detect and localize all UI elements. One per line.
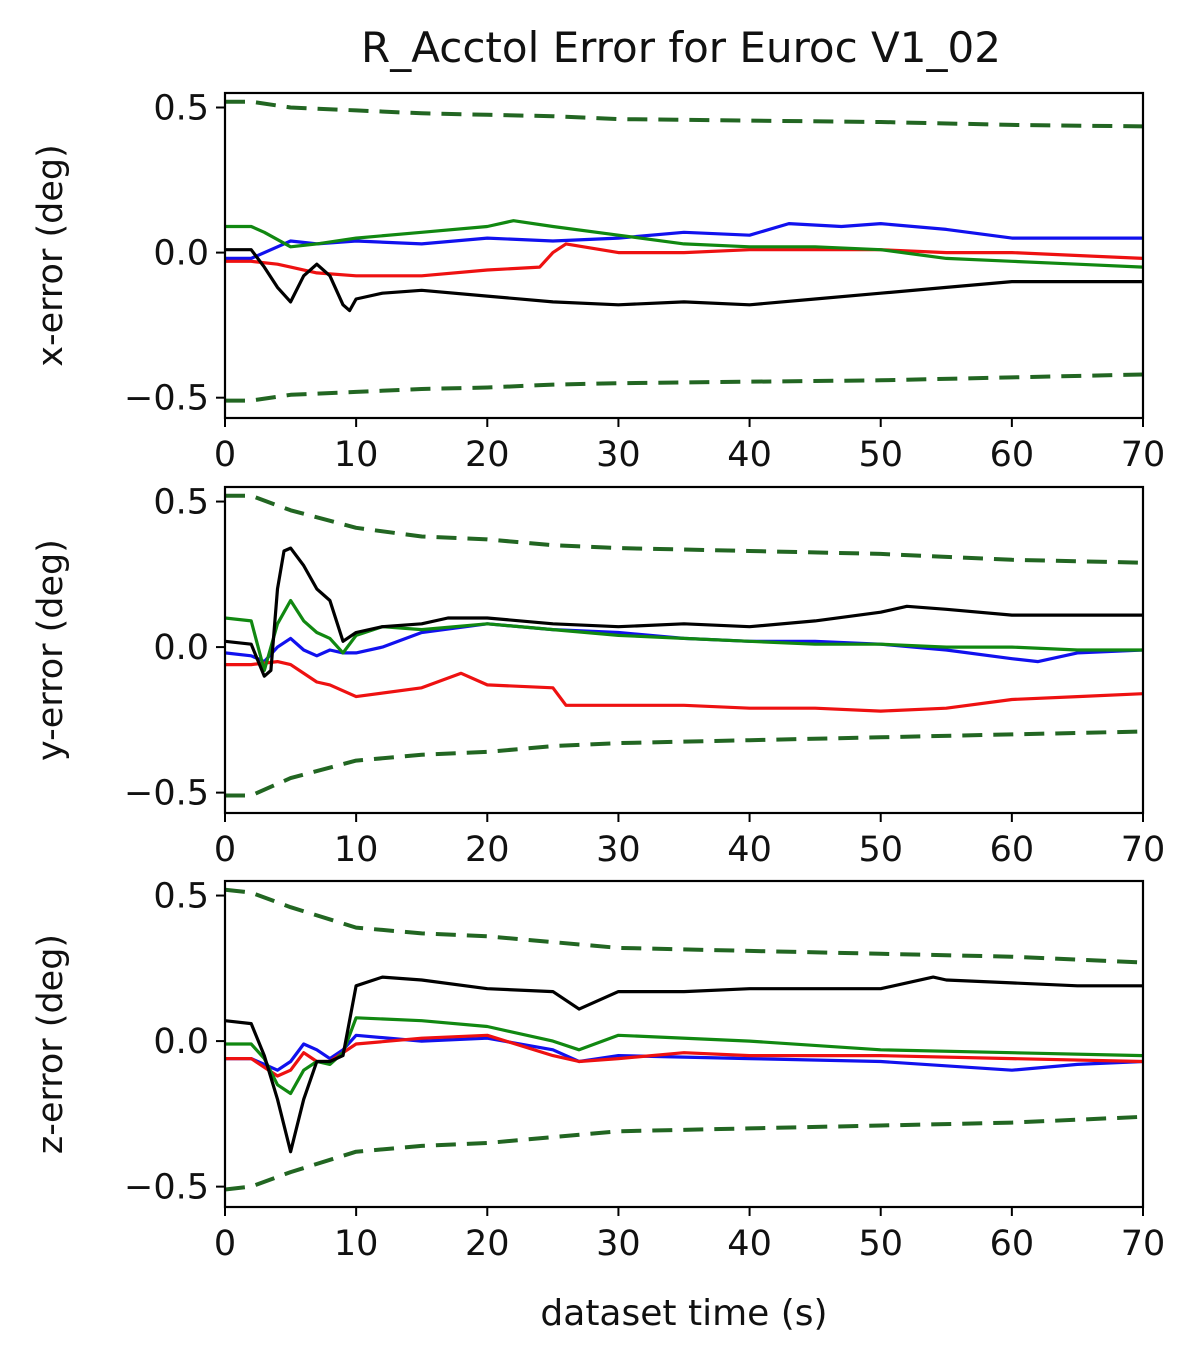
x-tick-label: 40	[727, 830, 772, 870]
series-line-black	[225, 546, 1143, 678]
subplot-2: 0 10 20 30 40 50 60 70 0.5 0.0 −0.5 z-error (deg)	[31, 877, 1165, 1264]
axes-frame	[223, 485, 1145, 815]
y-axis-label: y-error (deg)	[31, 539, 71, 761]
series-line-black	[225, 248, 1143, 313]
x-tick-label: 10	[334, 830, 379, 870]
y-tick-label: −0.5	[124, 774, 209, 814]
series-line-upper-bound	[225, 99, 1143, 129]
series-line-green	[225, 1016, 1143, 1096]
series-group	[225, 99, 1143, 403]
x-tick-label: 0	[214, 1224, 236, 1264]
x-tick-label: 30	[596, 435, 641, 475]
y-tick-label: −0.5	[124, 379, 209, 419]
y-tick-label: 0.0	[153, 1022, 209, 1062]
x-tick-label: 70	[1121, 435, 1166, 475]
series-line-lower-bound	[225, 1114, 1143, 1192]
x-tick-label: 30	[596, 1224, 641, 1264]
series-line-red	[225, 659, 1143, 713]
series-group	[225, 887, 1143, 1192]
x-tick-label: 50	[858, 1224, 903, 1264]
y-axis-label: x-error (deg)	[31, 144, 71, 366]
x-tick-label: 0	[214, 830, 236, 870]
x-tick-label: 50	[858, 830, 903, 870]
y-tick-label: 0.0	[153, 628, 209, 668]
series-line-green	[225, 219, 1143, 269]
x-tick-label: 50	[858, 435, 903, 475]
x-tick-label: 40	[727, 1224, 772, 1264]
x-tick-label: 0	[214, 435, 236, 475]
x-tick-label: 10	[334, 1224, 379, 1264]
y-tick-label: 0.5	[153, 877, 209, 917]
x-tick-label: 70	[1121, 1224, 1166, 1264]
x-tick-label: 10	[334, 435, 379, 475]
x-tick-label: 20	[465, 435, 510, 475]
x-tick-label: 20	[465, 830, 510, 870]
series-line-blue	[225, 1033, 1143, 1072]
series-line-lower-bound	[225, 729, 1143, 798]
series-line-blue	[225, 222, 1143, 260]
y-tick-label: 0.5	[153, 483, 209, 523]
series-line-black	[225, 975, 1143, 1154]
y-axis-label: z-error (deg)	[31, 934, 71, 1154]
x-tick-label: 60	[990, 435, 1035, 475]
axes-frame	[223, 879, 1145, 1209]
series-line-upper-bound	[225, 887, 1143, 965]
series-group	[225, 493, 1143, 798]
series-line-lower-bound	[225, 372, 1143, 403]
x-tick-label: 60	[990, 1224, 1035, 1264]
axes-frame	[223, 91, 1145, 420]
series-line-green	[225, 598, 1143, 673]
y-tick-label: 0.0	[153, 234, 209, 274]
series-line-red	[225, 1033, 1143, 1078]
subplot-0: 0 10 20 30 40 50 60 70 0.5 0.0 −0.5 x-error (deg)	[31, 89, 1165, 475]
x-tick-label: 60	[990, 830, 1035, 870]
subplot-1: 0 10 20 30 40 50 60 70 0.5 0.0 −0.5 y-error (deg)	[31, 483, 1165, 870]
x-tick-label: 30	[596, 830, 641, 870]
x-axis-label: dataset time (s)	[540, 1293, 827, 1334]
series-line-red	[225, 242, 1143, 278]
y-tick-label: −0.5	[124, 1168, 209, 1208]
y-tick-label: 0.5	[153, 89, 209, 129]
x-tick-label: 70	[1121, 830, 1166, 870]
x-tick-label: 40	[727, 435, 772, 475]
x-tick-label: 20	[465, 1224, 510, 1264]
chart-title: R_Acctol Error for Euroc V1_02	[361, 23, 1001, 72]
series-line-upper-bound	[225, 493, 1143, 565]
subplots: 0 10 20 30 40 50 60 70 0.5 0.0 −0.5 x-error (deg) 0 1…	[31, 89, 1165, 1264]
